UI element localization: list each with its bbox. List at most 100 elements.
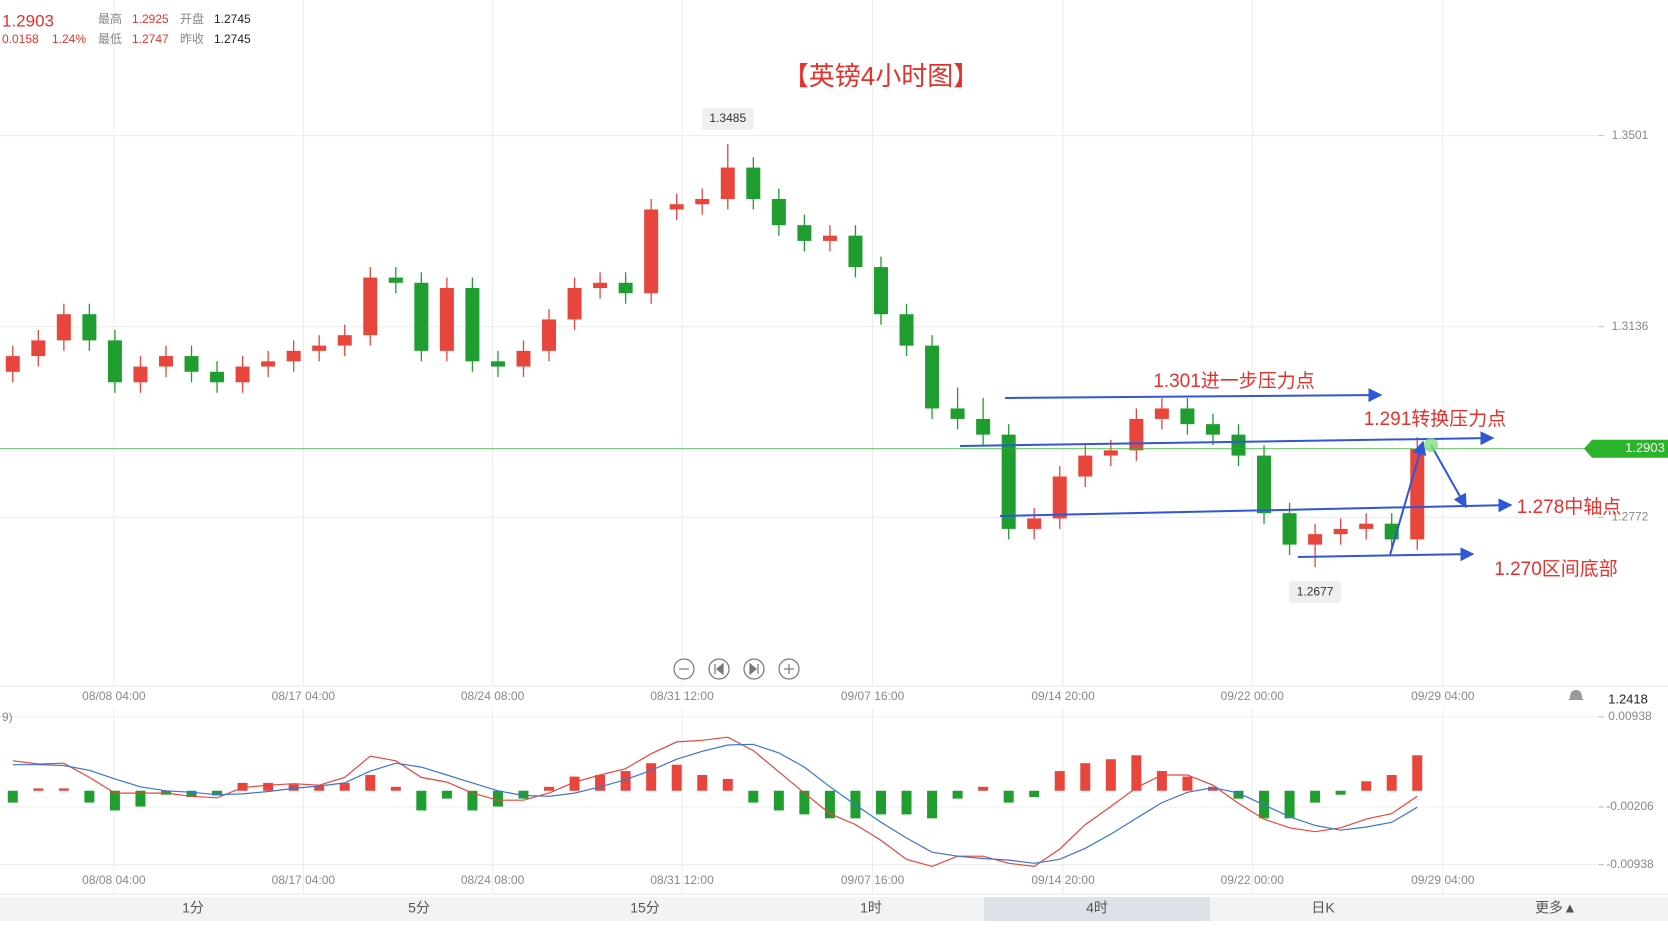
active-tab-bg (984, 897, 1210, 921)
tab[interactable]: 更多▲ (1535, 900, 1577, 916)
arrow (1004, 388, 1383, 403)
annotation: 1.270区间底部 (1494, 558, 1618, 580)
x-tick-label: 08/08 04:00 (82, 873, 146, 887)
current-price-label: 1.2903 (1625, 440, 1665, 455)
zoom-out-button[interactable] (673, 658, 695, 680)
histogram-bar (1207, 786, 1218, 791)
scroll-end-button[interactable] (743, 658, 765, 680)
indicator-label: 9) (2, 710, 13, 724)
histogram-bar (722, 778, 733, 791)
candle-body (82, 314, 97, 341)
histogram-bar (927, 790, 938, 819)
candle-body (925, 345, 940, 409)
x-tick-label: 09/07 16:00 (841, 689, 905, 703)
candle-body (56, 314, 71, 341)
arrow (1297, 547, 1475, 562)
indicator-line (12, 743, 1418, 864)
histogram-bar (7, 790, 18, 803)
candle-body (1129, 418, 1144, 451)
candle-body (107, 340, 122, 383)
candle-body (950, 408, 965, 419)
histogram-bar (365, 774, 376, 791)
candle-body (158, 356, 173, 367)
zoom-in-button[interactable] (778, 658, 800, 680)
candle-body (261, 361, 276, 367)
indicator-line (12, 736, 1418, 868)
extreme-bg (701, 108, 754, 131)
histogram-bar (109, 790, 120, 811)
analysis-arrows (959, 388, 1513, 562)
candle-body (695, 198, 710, 205)
histogram-bar (1080, 763, 1091, 791)
candle-body (1180, 408, 1195, 425)
candle-body (771, 198, 786, 226)
histogram-bar (646, 763, 657, 791)
candle-body (363, 277, 378, 336)
candle-body (516, 350, 531, 367)
field-label: 最低 (98, 32, 122, 46)
candle-body (414, 282, 429, 351)
annotation: 1.301进一步压力点 (1153, 370, 1315, 392)
zoom-controls (673, 658, 800, 680)
alert-bell[interactable] (1568, 690, 1584, 700)
candle-body (822, 235, 837, 241)
x-tick-label: 08/24 08:00 (461, 689, 525, 703)
field-value: 1.2747 (132, 32, 169, 46)
x-tick-label: 08/31 12:00 (650, 689, 714, 703)
histogram-bar (390, 786, 401, 791)
candle-body (644, 209, 659, 294)
mark-layer: 08/08 04:00 08/17 04:00 08/24 08:00 08/31 1… (0, 108, 1668, 887)
candle-body (31, 340, 46, 357)
max-label: 1.3485 (709, 111, 746, 125)
candle-body (1205, 424, 1220, 435)
y-tick-label: 0.00938 (1608, 709, 1652, 723)
field-label: 昨收 (180, 32, 204, 46)
x-tick-label: 08/17 04:00 (272, 873, 336, 887)
histogram-bar (773, 790, 784, 811)
cursor-dot (1424, 438, 1438, 452)
histogram-bar (212, 790, 223, 796)
histogram-bar (901, 790, 912, 815)
change: 0.0158 (2, 32, 39, 46)
histogram-bar (1003, 790, 1014, 803)
tab[interactable]: 15分 (630, 900, 660, 916)
x-tick-label: 08/08 04:00 (82, 689, 146, 703)
candle-body (1027, 518, 1042, 529)
histogram-bar (1412, 755, 1423, 791)
histogram-bar (84, 790, 95, 803)
histogram-bar (671, 764, 682, 791)
histogram-bar (1284, 790, 1295, 819)
arrow (959, 431, 1495, 447)
candle-body (286, 350, 301, 362)
tab[interactable]: 1时 (860, 900, 882, 916)
candle-body (184, 356, 199, 372)
histogram-bar (416, 790, 427, 811)
candle-body (1078, 455, 1093, 477)
scroll-start-button[interactable] (708, 658, 730, 680)
histogram-bar (263, 782, 274, 791)
histogram-bar (544, 786, 555, 791)
histogram-bar (518, 790, 529, 799)
y-tick-label: 1.2772 (1612, 510, 1649, 524)
crosshair-label: 1.2418 (1608, 691, 1648, 706)
x-tick-label: 08/17 04:00 (272, 689, 336, 703)
tab[interactable]: 日K (1311, 900, 1335, 916)
tab[interactable]: 5分 (408, 900, 430, 916)
histogram-bar (237, 782, 248, 791)
tab[interactable]: 1分 (182, 900, 204, 916)
candle-body (1308, 534, 1323, 545)
tab[interactable]: 4时 (1086, 900, 1108, 916)
histogram-bar (58, 788, 69, 791)
histogram-bar (1105, 759, 1116, 791)
annotation: 1.291转换压力点 (1364, 408, 1507, 430)
candle-body (542, 319, 557, 351)
histogram-bar (186, 790, 197, 798)
histogram-bar (467, 790, 478, 811)
candle-body (133, 366, 148, 383)
histogram-bar (441, 790, 452, 799)
min-label: 1.2677 (1297, 584, 1334, 598)
histogram-bar (978, 786, 989, 791)
candle-body (720, 167, 735, 199)
chart-title: 【英镑4小时图】 (783, 61, 979, 91)
